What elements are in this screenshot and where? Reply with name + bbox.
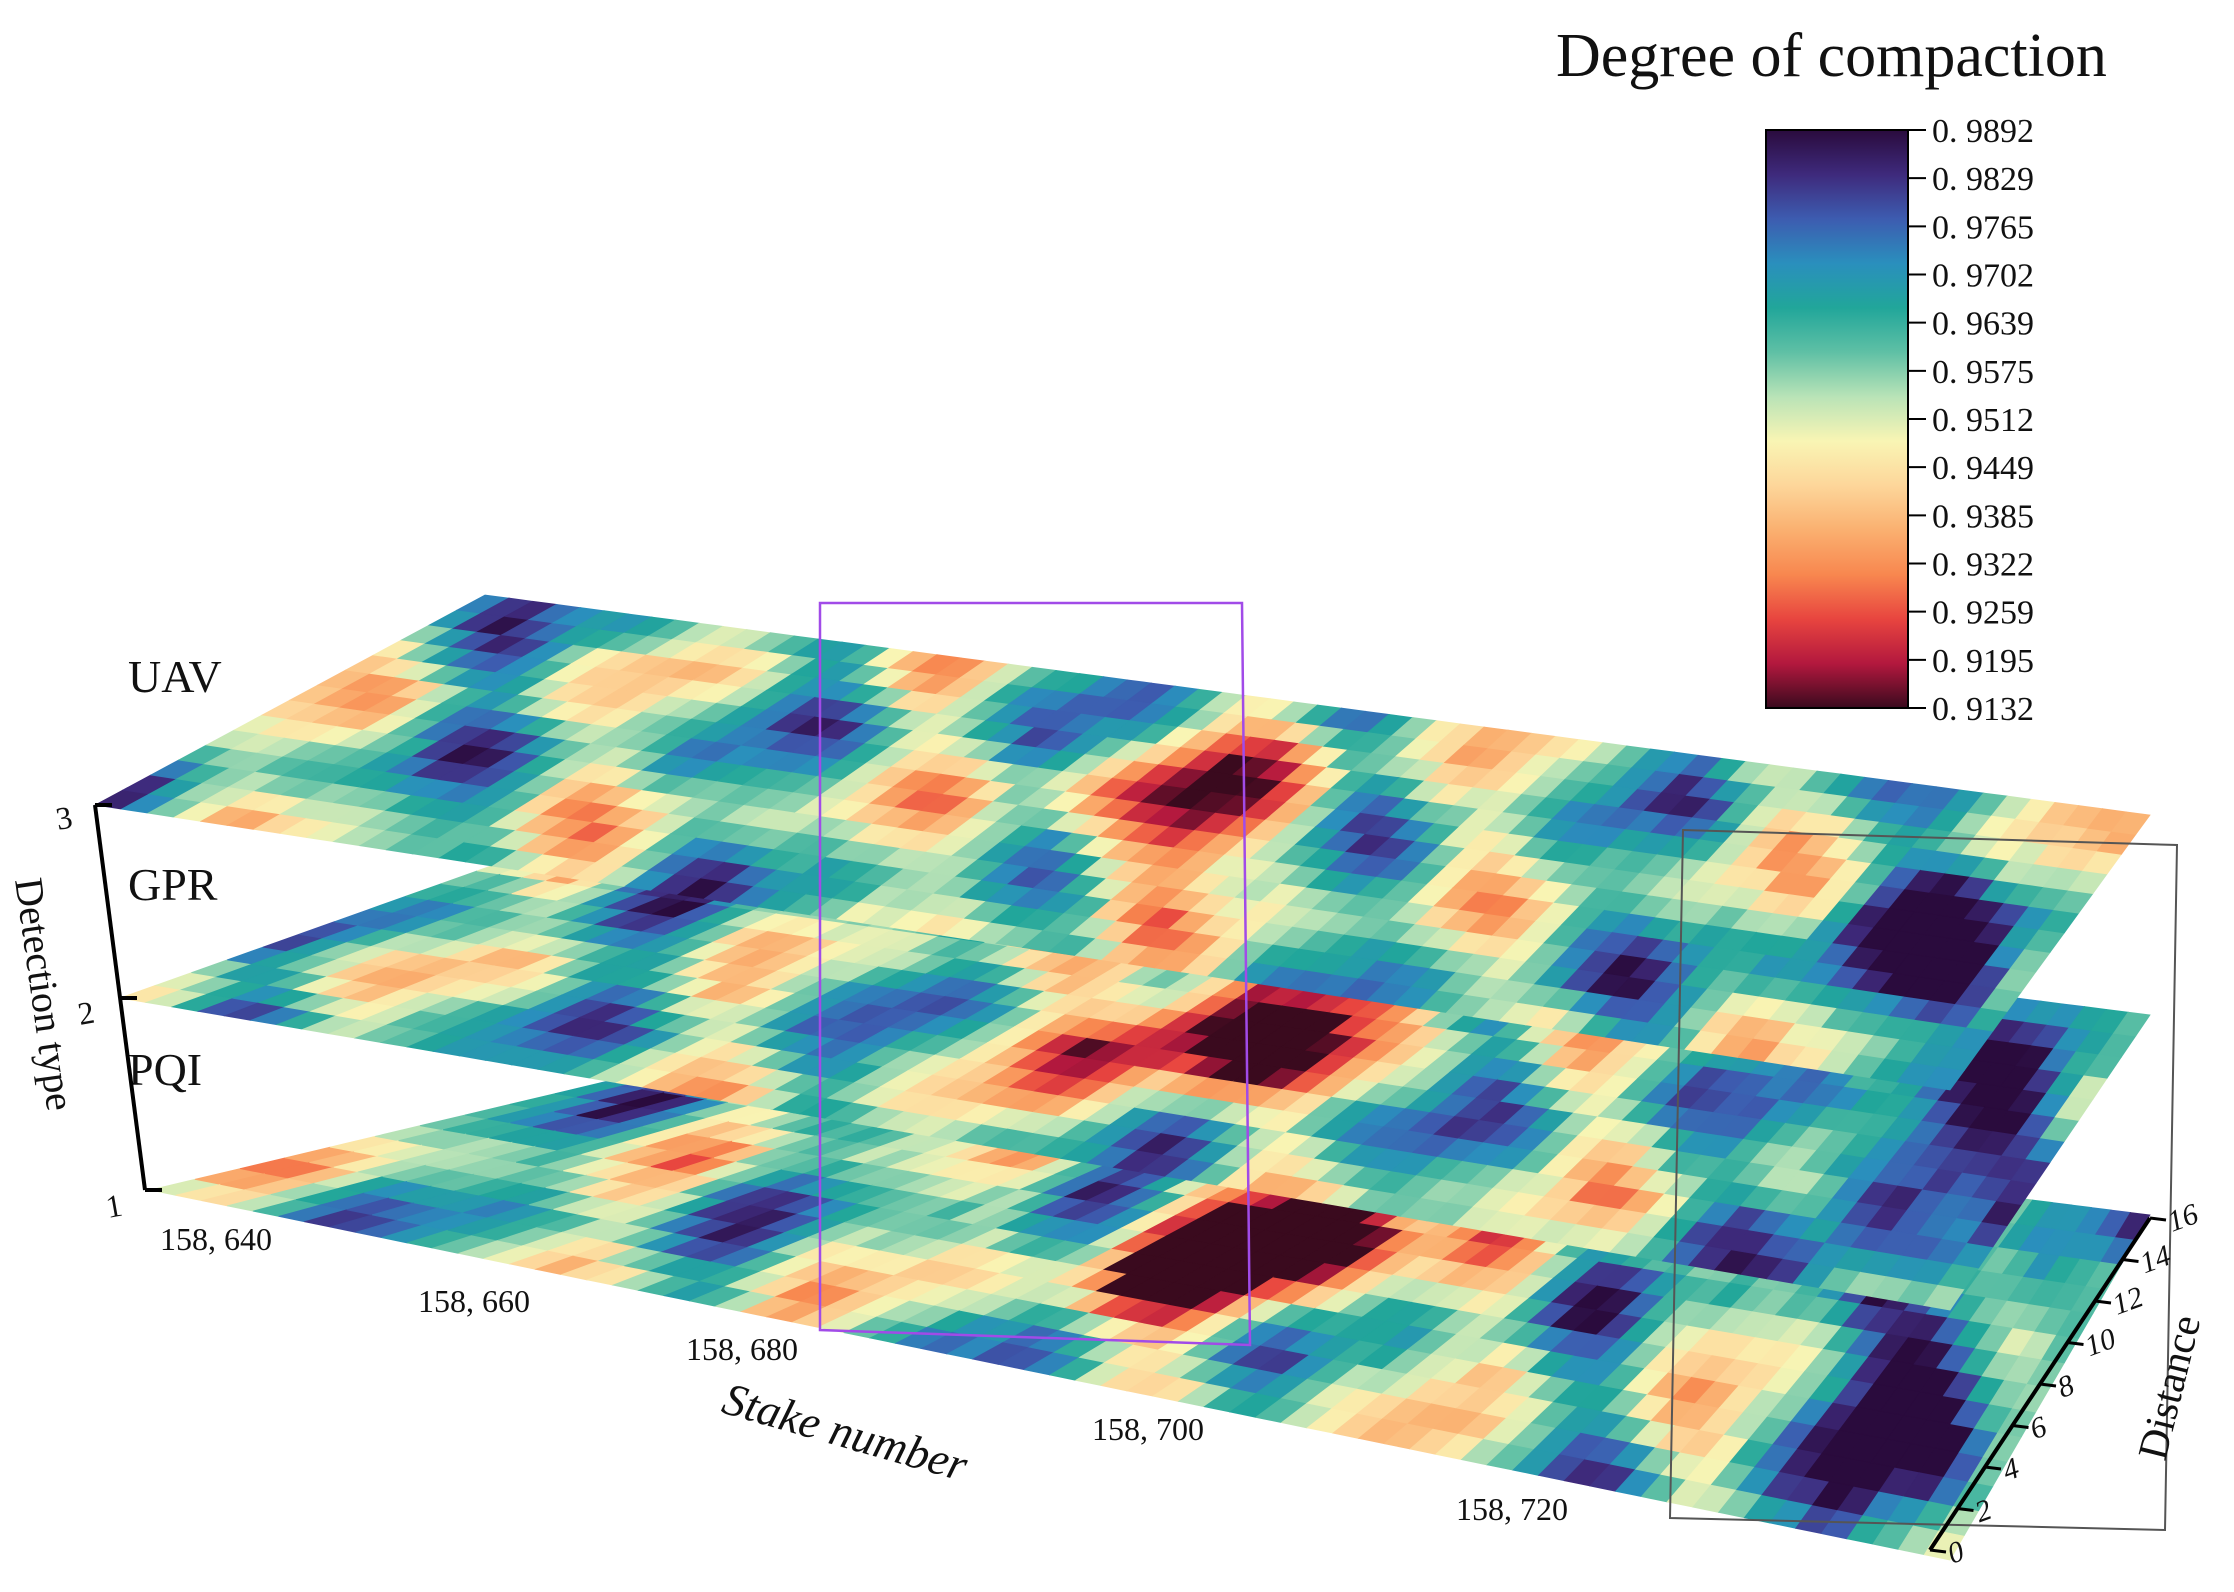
colorbar-tick-label: 0. 9132 [1932,691,2034,728]
distance-tick-label: 10 [2081,1322,2120,1363]
colorbar-tick-label: 0. 9195 [1932,643,2034,680]
colorbar-tick-label: 0. 9322 [1932,547,2034,584]
colorbar-tick-label: 0. 9892 [1932,113,2034,150]
layer-label-gpr: GPR [128,859,218,910]
colorbar-tick-label: 0. 9259 [1932,595,2034,632]
stake-tick-158680: 158, 680 [686,1331,798,1367]
detection-tick-2: 2 [75,994,97,1032]
contour-cell [2110,811,2151,836]
high-compaction-highlight-box [1668,828,2179,1532]
detection-type-axis-title: Detection type [6,875,83,1113]
distance-tick-mark [2094,1299,2112,1305]
stake-tick-158700: 158, 700 [1092,1411,1204,1447]
layer-label-uav: UAV [128,651,222,702]
distance-tick-label: 8 [2053,1368,2078,1404]
detection-tick-1: 1 [103,1187,125,1225]
distance-tick-mark [2122,1258,2139,1263]
colorbar-tick-label: 0. 9829 [1932,161,2034,198]
layer-label-pqi: PQI [128,1044,202,1095]
colorbar: Degree of compaction 0. 9892 0. 9829 0. 97… [1556,22,2107,728]
colorbar-tick-label: 0. 9702 [1932,258,2034,295]
distance-tick-label: 4 [1998,1451,2023,1487]
colorbar-tick-label: 0. 9765 [1932,209,2034,246]
distance-tick-mark [2067,1341,2084,1346]
distance-tick-label: 2 [1971,1493,1996,1529]
distance-tick-label: 12 [2108,1280,2147,1321]
distance-axis-title: Distance [2130,1311,2210,1465]
distance-tick-mark [2149,1216,2167,1222]
contour-cell [2112,1011,2151,1037]
stake-number-axis-title: Stake number [717,1373,974,1492]
colorbar-rect [1765,129,1909,709]
layer-uav [93,594,2151,1091]
distance-tick-label: 6 [2026,1410,2051,1446]
colorbar-title: Degree of compaction [1556,22,2107,90]
colorbar-tick-label: 0. 9639 [1932,306,2034,343]
contour-cell [2115,1212,2151,1241]
colorbar-tick-label: 0. 9512 [1932,402,2034,439]
distance-tick-label: 0 [1943,1534,1968,1570]
distance-tick-mark [2012,1424,2029,1429]
distance-tick-label: 16 [2163,1197,2202,1238]
stake-tick-158640: 158, 640 [160,1221,272,1257]
distance-tick-mark [1957,1507,1974,1512]
distance-tick-mark [1984,1465,2002,1471]
colorbar-tick-label: 0. 9575 [1932,354,2034,391]
colorbar-tick-label: 0. 9449 [1932,450,2034,487]
distance-tick-mark [2039,1382,2057,1388]
detection-tick-3: 3 [53,799,75,837]
stake-tick-158720: 158, 720 [1456,1491,1568,1527]
distance-tick-mark [1929,1548,1947,1554]
colorbar-tick-label: 0. 9385 [1932,498,2034,535]
low-compaction-highlight-box [818,601,1252,1347]
stake-tick-158660: 158, 660 [418,1283,530,1319]
